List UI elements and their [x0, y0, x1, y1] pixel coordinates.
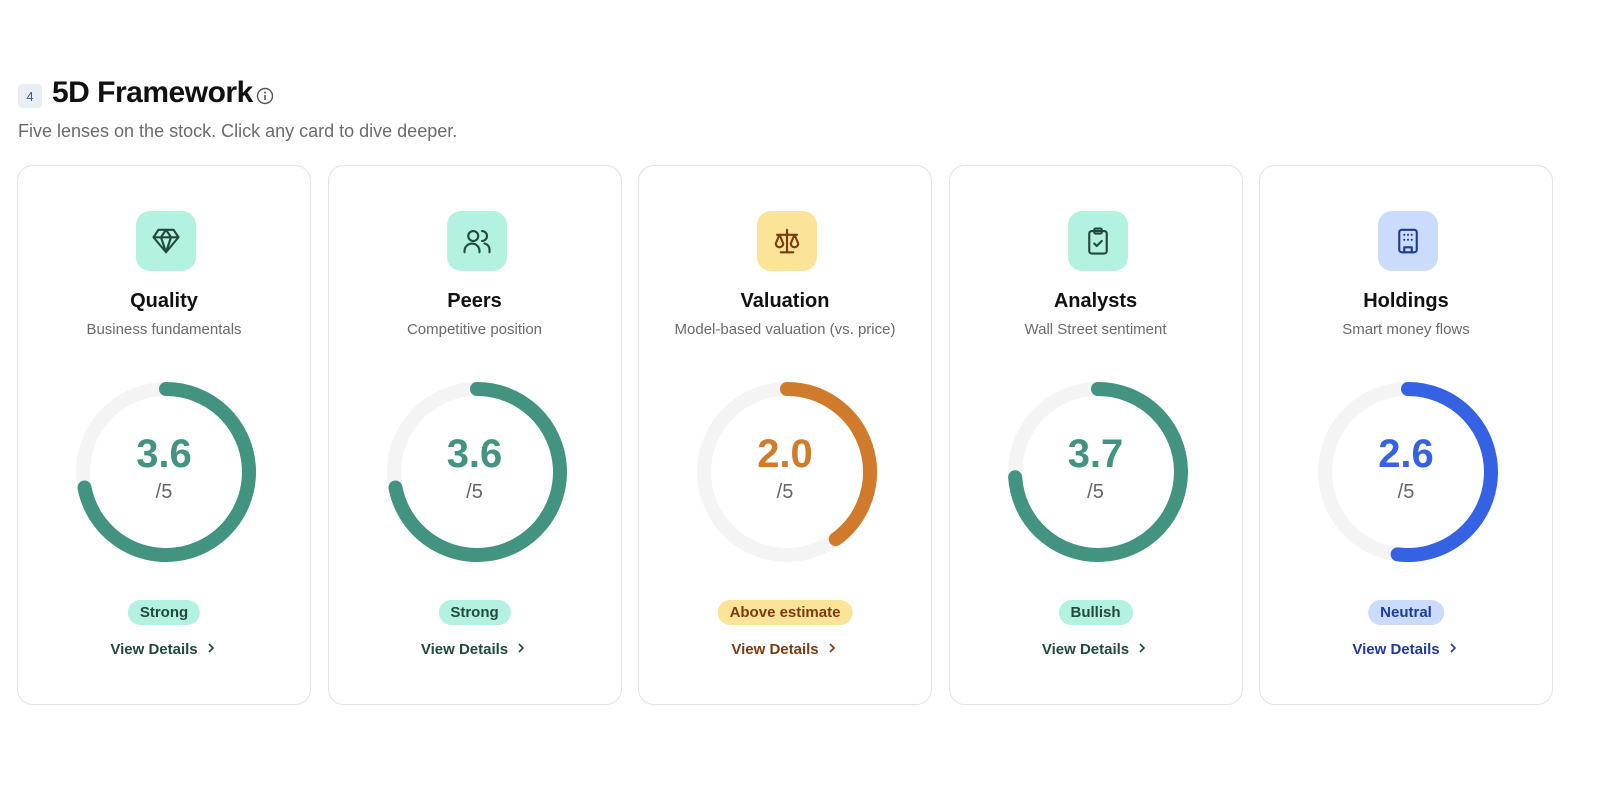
gauge: [386, 382, 567, 562]
icon-glyph: [1087, 227, 1108, 255]
card-subtitle: Model-based valuation (vs. price): [674, 321, 896, 338]
view-details[interactable]: View Details: [1260, 641, 1552, 658]
gauge-arc: [780, 382, 877, 547]
view-details[interactable]: View Details: [639, 641, 931, 658]
score: 2.6: [1378, 432, 1434, 476]
card-subtitle: Smart money flows: [1342, 321, 1470, 338]
card-icon: [1378, 211, 1438, 271]
chevron: [518, 643, 525, 653]
score-max: /5: [1087, 481, 1104, 503]
status-badge: Strong: [438, 600, 511, 625]
status-badge: Bullish: [1058, 600, 1133, 625]
gauge-arc: [77, 382, 256, 562]
view-details[interactable]: View Details: [950, 641, 1242, 658]
status-badge: Above estimate: [717, 600, 853, 625]
status-badge: Neutral: [1368, 600, 1444, 625]
card-title: Quality: [130, 290, 198, 312]
score-max: /5: [776, 481, 794, 503]
icon-glyph: [152, 228, 180, 254]
card-title: Holdings: [1363, 290, 1449, 312]
score-max: /5: [1397, 481, 1415, 503]
view-details[interactable]: View Details: [329, 641, 621, 658]
card-icon: [446, 211, 507, 271]
icon-glyph: [774, 228, 800, 254]
icon-glyph: [462, 229, 491, 254]
card[interactable]: Analysts Wall Street sentiment 3.7/5 Bullis…: [948, 165, 1243, 705]
link-text: View Details: [731, 641, 819, 658]
chevron: [829, 643, 835, 653]
chevron: [1450, 643, 1456, 653]
icon-glyph: [1398, 228, 1418, 254]
status-badge: Strong: [127, 600, 201, 625]
gauge-arc: [1007, 382, 1188, 562]
score: 3.6: [446, 432, 503, 476]
gauge: [1318, 382, 1498, 562]
gauge: [1007, 382, 1188, 562]
link-text: View Details: [1041, 641, 1130, 658]
gauge-arc: [387, 382, 567, 562]
link-text: View Details: [1352, 641, 1440, 658]
card[interactable]: Peers Competitive position 3.6/5 Strong View…: [327, 165, 622, 705]
section-title: 5D Framework: [52, 76, 253, 109]
gauge: [697, 382, 877, 562]
card-icon: [757, 211, 817, 271]
gauge-arc: [1390, 382, 1498, 562]
info-icon[interactable]: [256, 87, 274, 105]
card[interactable]: Holdings Smart money flows 2.6/5 Neutral Vie…: [1259, 165, 1553, 705]
view-details[interactable]: View Details: [18, 641, 310, 658]
card-subtitle: Wall Street sentiment: [1024, 321, 1167, 338]
score-max: /5: [466, 481, 483, 503]
card-title: Peers: [447, 290, 502, 312]
score-max: /5: [155, 481, 173, 503]
chevron: [1139, 643, 1146, 653]
card-subtitle: Competitive position: [406, 321, 543, 338]
card-title: Valuation: [740, 290, 830, 312]
card-icon: [1067, 211, 1128, 271]
score: 3.7: [1067, 432, 1124, 476]
step-badge: 4: [18, 84, 42, 108]
score: 3.6: [136, 432, 192, 476]
link-text: View Details: [420, 641, 509, 658]
chevron: [208, 643, 214, 653]
card-subtitle: Business fundamentals: [86, 321, 242, 338]
card[interactable]: Quality Business fundamentals 3.6/5 Strong V…: [17, 165, 311, 705]
link-text: View Details: [110, 641, 198, 658]
score: 2.0: [757, 432, 813, 476]
card-icon: [136, 211, 196, 271]
gauge: [76, 382, 256, 562]
section-subtitle: Five lenses on the stock. Click any card…: [18, 121, 458, 141]
card[interactable]: Valuation Model-based valuation (vs. pric…: [638, 165, 932, 705]
card-title: Analysts: [1053, 290, 1138, 312]
